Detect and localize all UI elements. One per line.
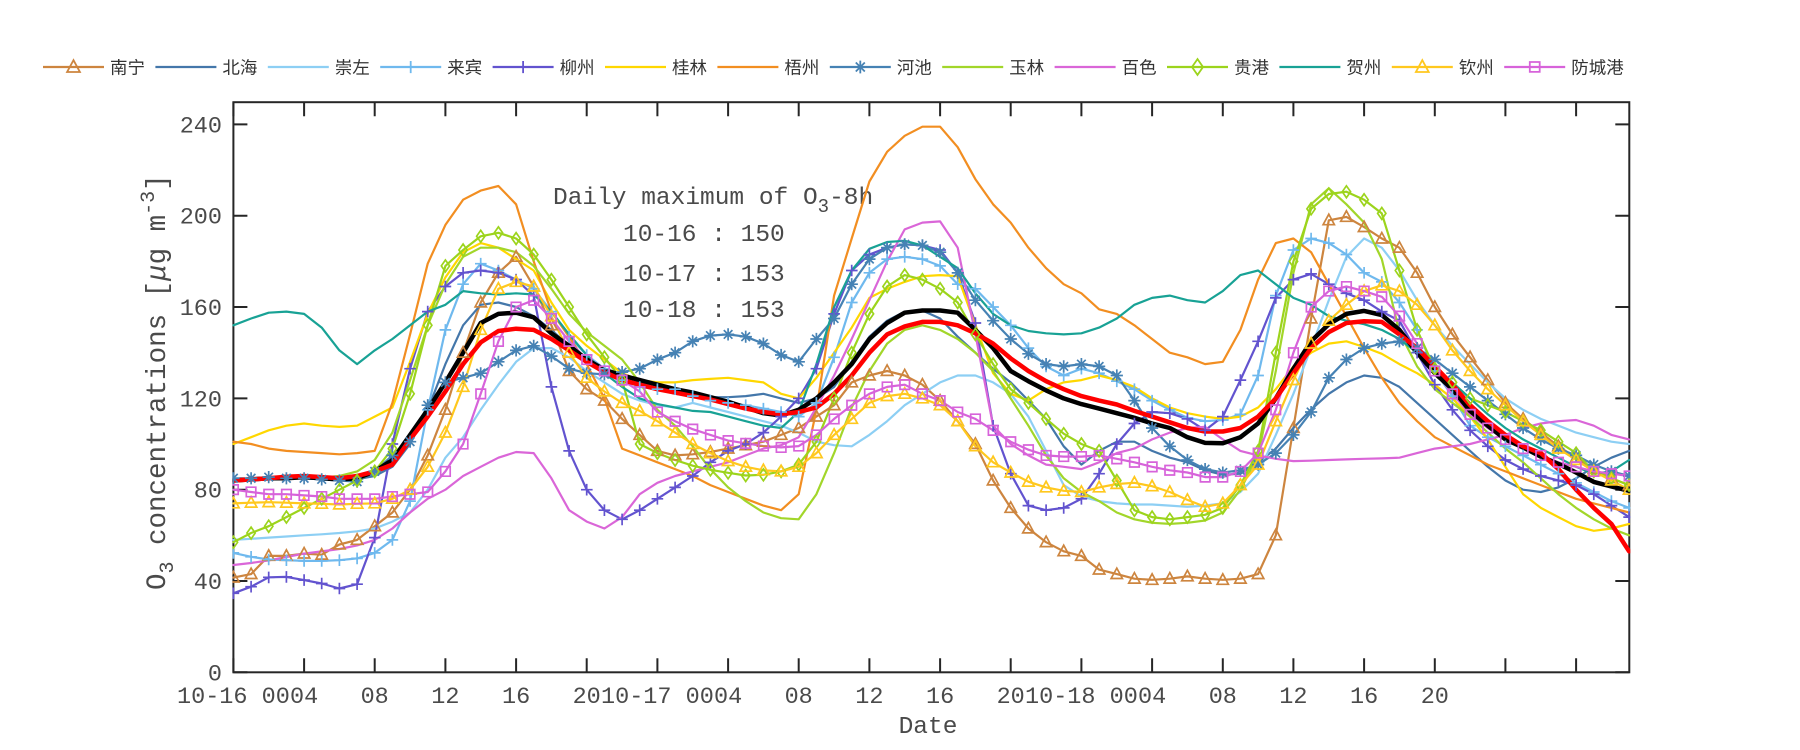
svg-text:200: 200 bbox=[180, 205, 222, 232]
svg-text:40: 40 bbox=[194, 570, 222, 597]
svg-text:12: 12 bbox=[431, 684, 459, 711]
svg-text:04: 04 bbox=[714, 684, 742, 711]
svg-text:10-16 : 150: 10-16 : 150 bbox=[623, 222, 785, 249]
svg-text:12: 12 bbox=[1279, 684, 1307, 711]
svg-text:160: 160 bbox=[180, 296, 222, 323]
svg-text:Date: Date bbox=[899, 714, 958, 741]
svg-text:10-16 00: 10-16 00 bbox=[177, 684, 290, 711]
svg-text:O3 concentrations [μg m-3]: O3 concentrations [μg m-3] bbox=[138, 174, 180, 590]
svg-text:20: 20 bbox=[1421, 684, 1449, 711]
svg-text:16: 16 bbox=[502, 684, 530, 711]
svg-text:80: 80 bbox=[194, 479, 222, 506]
svg-text:04: 04 bbox=[1138, 684, 1166, 711]
svg-text:08: 08 bbox=[1209, 684, 1237, 711]
svg-text:16: 16 bbox=[1350, 684, 1378, 711]
svg-text:10-18 : 153: 10-18 : 153 bbox=[623, 298, 785, 325]
svg-text:0: 0 bbox=[208, 661, 222, 688]
svg-text:20: 20 bbox=[997, 684, 1025, 711]
svg-text:04: 04 bbox=[290, 684, 318, 711]
svg-text:240: 240 bbox=[180, 113, 222, 140]
svg-text:08: 08 bbox=[785, 684, 813, 711]
svg-text:12: 12 bbox=[855, 684, 883, 711]
svg-text:08: 08 bbox=[361, 684, 389, 711]
svg-text:20: 20 bbox=[573, 684, 601, 711]
svg-text:120: 120 bbox=[180, 387, 222, 414]
svg-text:10-17 : 153: 10-17 : 153 bbox=[623, 262, 785, 289]
svg-text:10-18 00: 10-18 00 bbox=[1025, 684, 1138, 711]
svg-text:16: 16 bbox=[926, 684, 954, 711]
svg-text:10-17 00: 10-17 00 bbox=[601, 684, 714, 711]
